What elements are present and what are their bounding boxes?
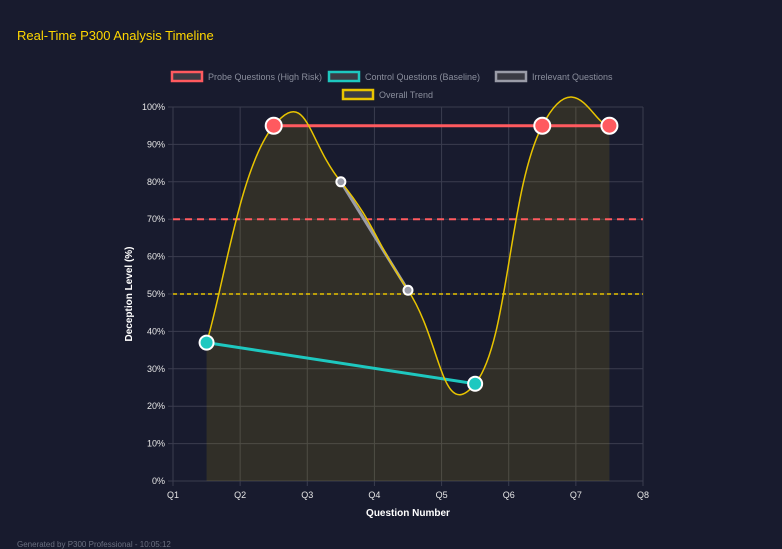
x-tick-label: Q1 — [167, 490, 179, 500]
x-axis-label: Question Number — [366, 508, 450, 519]
x-tick-label: Q2 — [234, 490, 246, 500]
x-tick-label: Q7 — [570, 490, 582, 500]
data-point — [198, 334, 215, 351]
legend-label: Probe Questions (High Risk) — [208, 72, 322, 82]
y-tick-label: 0% — [152, 476, 165, 486]
y-tick-label: 50% — [147, 289, 165, 299]
x-tick-label: Q6 — [503, 490, 515, 500]
footer-text: Generated by P300 Professional - 10:05:1… — [17, 540, 171, 549]
legend-swatch — [494, 70, 528, 83]
legend-label: Overall Trend — [379, 90, 433, 100]
x-tick-label: Q4 — [368, 490, 380, 500]
y-axis-label: Deception Level (%) — [124, 246, 135, 341]
data-point — [264, 116, 283, 135]
legend-label: Control Questions (Baseline) — [365, 72, 480, 82]
y-tick-label: 30% — [147, 364, 165, 374]
legend-swatch — [341, 88, 375, 101]
y-tick-label: 80% — [147, 177, 165, 187]
trend-area-fill — [206, 97, 610, 481]
legend-label: Irrelevant Questions — [532, 72, 613, 82]
data-point — [533, 116, 552, 135]
y-tick-label: 10% — [147, 439, 165, 449]
data-point — [402, 284, 414, 296]
y-tick-label: 20% — [147, 401, 165, 411]
y-tick-label: 90% — [147, 139, 165, 149]
x-tick-label: Q8 — [637, 490, 649, 500]
data-point — [467, 375, 484, 392]
data-point — [600, 116, 619, 135]
y-tick-label: 100% — [142, 102, 165, 112]
series-line-1 — [206, 341, 476, 386]
data-point — [335, 176, 347, 188]
y-tick-label: 70% — [147, 214, 165, 224]
x-tick-label: Q3 — [301, 490, 313, 500]
page-title: Real-Time P300 Analysis Timeline — [17, 28, 214, 43]
x-tick-label: Q5 — [436, 490, 448, 500]
y-tick-label: 60% — [147, 252, 165, 262]
y-tick-label: 40% — [147, 326, 165, 336]
legend-swatch — [170, 70, 204, 83]
legend-swatch — [327, 70, 361, 83]
